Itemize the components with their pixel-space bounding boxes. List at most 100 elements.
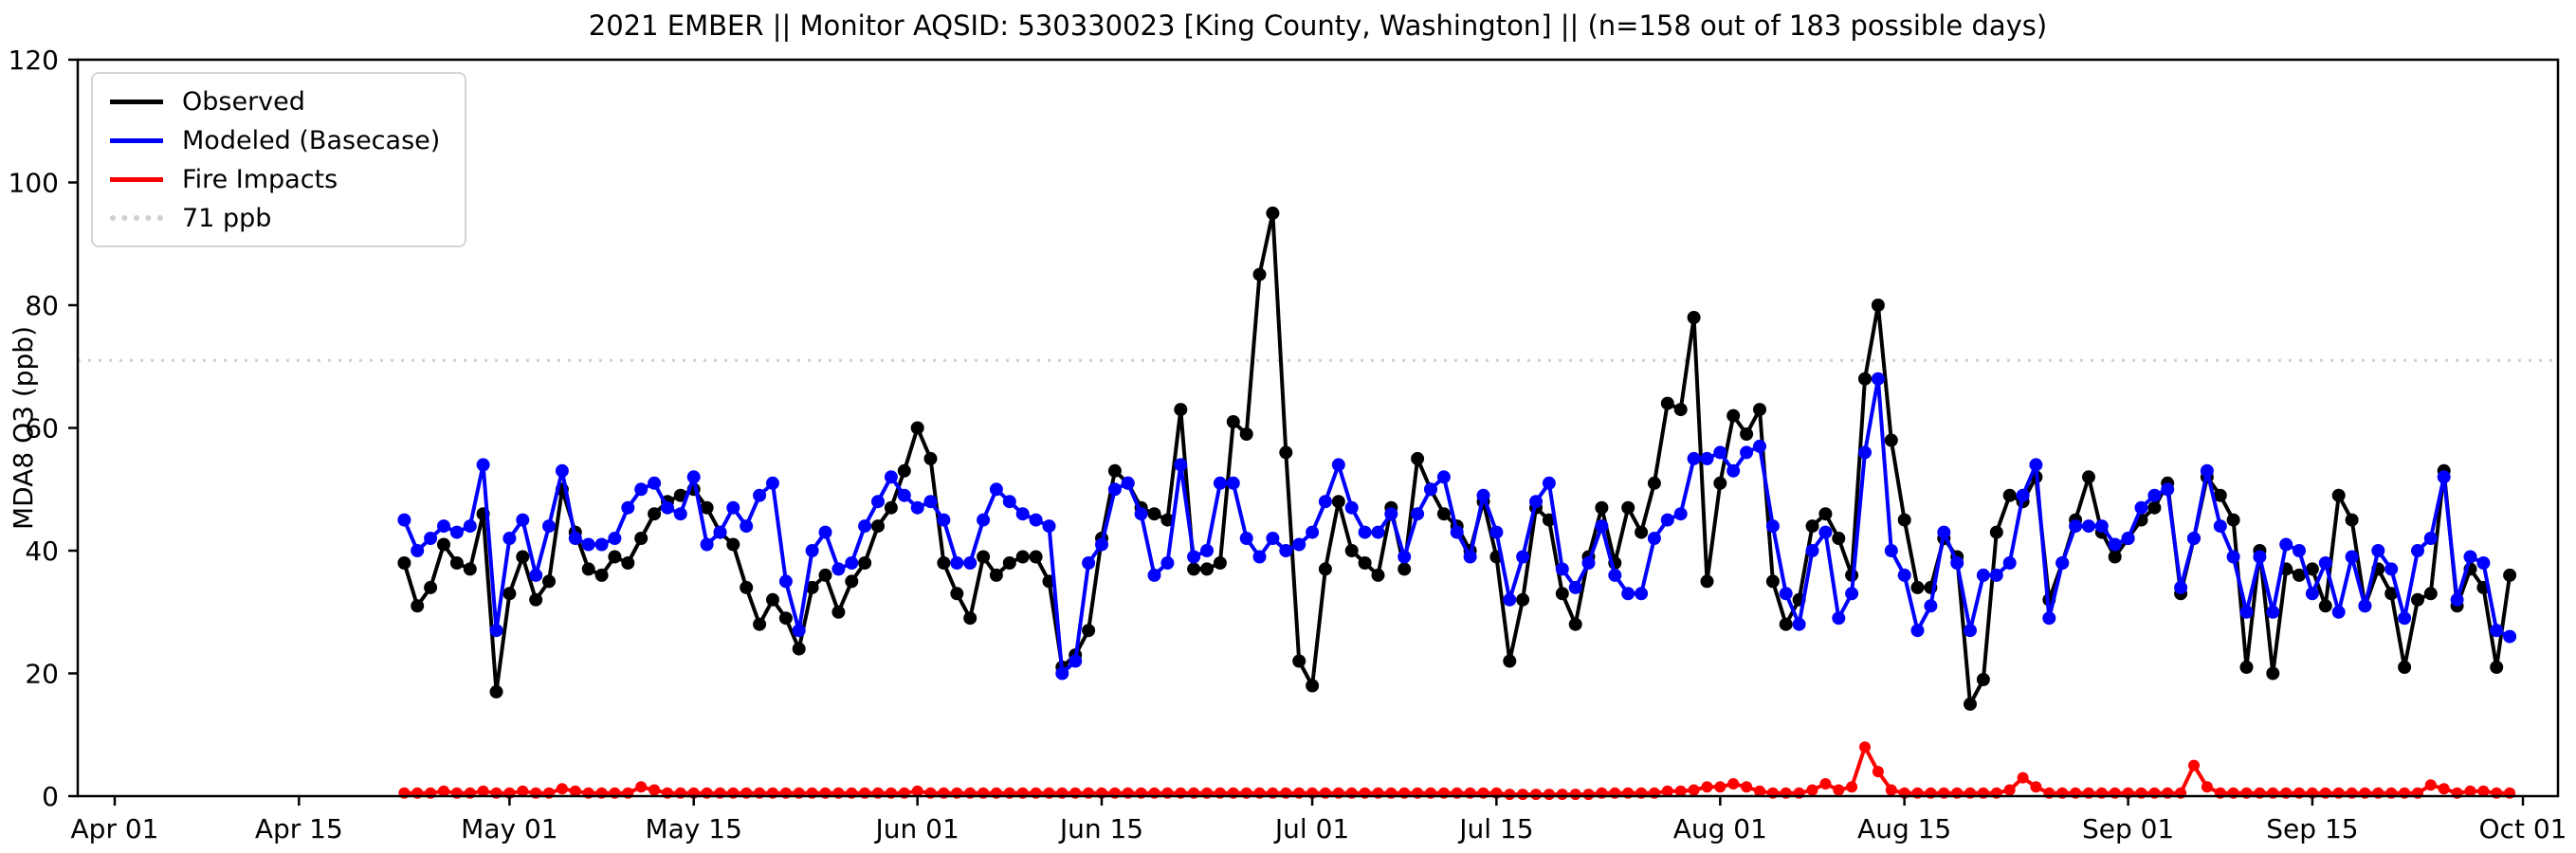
data-point-observed [2318, 599, 2332, 613]
data-point-modeled-basecase- [1187, 550, 1201, 564]
data-point-modeled-basecase- [555, 463, 569, 478]
y-tick-label: 100 [9, 168, 59, 199]
data-point-observed [502, 587, 517, 601]
data-point-observed [989, 568, 1003, 582]
data-point-modeled-basecase- [1055, 666, 1069, 681]
data-point-modeled-basecase- [397, 513, 411, 527]
data-point-observed [411, 599, 425, 613]
data-point-modeled-basecase- [1174, 458, 1188, 472]
data-point-observed [1897, 513, 1911, 527]
data-point-observed [977, 550, 991, 564]
data-point-modeled-basecase- [1687, 451, 1701, 465]
data-point-modeled-basecase- [2147, 488, 2162, 502]
data-point-modeled-basecase- [1805, 544, 1819, 557]
data-point-fire-impacts [1727, 778, 1740, 789]
data-point-modeled-basecase- [805, 544, 819, 557]
data-point-observed [1107, 463, 1122, 478]
data-point-observed [2423, 587, 2438, 601]
data-point-modeled-basecase- [1358, 525, 1372, 539]
data-point-modeled-basecase- [1581, 556, 1596, 570]
data-point-modeled-basecase- [1226, 476, 1240, 490]
data-point-observed [1306, 679, 1320, 693]
data-point-modeled-basecase- [2029, 458, 2043, 472]
data-point-observed [2345, 513, 2359, 527]
data-point-observed [1436, 507, 1451, 521]
data-point-modeled-basecase- [1700, 451, 1714, 465]
data-point-modeled-basecase- [1450, 525, 1464, 539]
data-point-observed [700, 500, 714, 515]
data-point-observed [1726, 408, 1741, 423]
data-point-modeled-basecase- [634, 482, 649, 497]
data-point-modeled-basecase- [2069, 519, 2083, 534]
data-point-modeled-basecase- [1331, 458, 1345, 472]
data-point-modeled-basecase- [2055, 556, 2070, 570]
data-point-observed [1964, 697, 1977, 711]
x-tick-label: Apr 01 [71, 813, 159, 844]
data-point-observed [1660, 396, 1674, 410]
data-point-modeled-basecase- [2226, 550, 2240, 564]
legend-item-modeled-basecase-: Modeled (Basecase) [110, 124, 440, 156]
data-point-modeled-basecase- [818, 525, 832, 539]
data-point-modeled-basecase- [1134, 507, 1148, 521]
data-point-observed [1871, 299, 1885, 312]
data-point-modeled-basecase- [661, 500, 674, 515]
data-point-modeled-basecase- [2042, 611, 2056, 626]
data-point-observed [1398, 562, 1412, 576]
data-point-fire-impacts [1688, 784, 1700, 796]
data-point-observed [1555, 587, 1569, 601]
x-tick-label: Jul 01 [1273, 813, 1349, 844]
data-point-modeled-basecase- [424, 532, 438, 545]
data-point-modeled-basecase- [871, 495, 885, 509]
x-tick-label: Oct 01 [2479, 813, 2567, 844]
data-point-modeled-basecase- [1647, 532, 1661, 545]
data-point-modeled-basecase- [2253, 550, 2267, 564]
data-point-observed [1740, 427, 1754, 441]
data-point-modeled-basecase- [726, 500, 740, 515]
data-point-modeled-basecase- [1608, 568, 1622, 582]
data-point-modeled-basecase- [2423, 532, 2438, 545]
data-point-fire-impacts [649, 784, 661, 796]
data-point-modeled-basecase- [1042, 519, 1056, 534]
chart-title: 2021 EMBER || Monitor AQSID: 530330023 [… [588, 9, 2048, 42]
data-point-fire-impacts [2188, 759, 2200, 771]
data-point-fire-impacts [2201, 781, 2213, 793]
data-point-fire-impacts [2017, 771, 2029, 784]
y-tick-label: 60 [25, 413, 59, 445]
data-point-observed [2147, 500, 2162, 515]
data-point-observed [740, 580, 754, 594]
data-point-observed [608, 550, 622, 564]
data-point-modeled-basecase- [621, 500, 635, 515]
data-point-modeled-basecase- [1411, 507, 1425, 521]
data-point-fire-impacts [635, 781, 648, 793]
data-point-observed [871, 519, 885, 534]
data-point-modeled-basecase- [1436, 470, 1451, 484]
x-tick-label: May 01 [461, 813, 557, 844]
data-point-modeled-basecase- [2161, 482, 2175, 497]
data-point-fire-impacts [438, 785, 449, 797]
data-point-modeled-basecase- [1292, 537, 1306, 552]
data-point-modeled-basecase- [2411, 544, 2424, 557]
data-point-modeled-basecase- [2398, 611, 2412, 626]
data-point-observed [1082, 624, 1096, 638]
data-point-modeled-basecase- [989, 482, 1003, 497]
data-point-modeled-basecase- [1937, 525, 1951, 539]
data-point-observed [542, 574, 556, 589]
data-point-modeled-basecase- [1924, 599, 1938, 613]
data-point-observed [424, 580, 438, 594]
data-point-modeled-basecase- [1160, 556, 1175, 570]
data-point-observed [594, 568, 609, 582]
data-point-observed [1976, 673, 1990, 686]
data-point-modeled-basecase- [1950, 556, 1964, 570]
data-point-modeled-basecase- [463, 519, 477, 534]
data-point-observed [963, 611, 977, 626]
legend-item-fire-impacts: Fire Impacts [110, 163, 440, 195]
x-tick-label: Sep 01 [2082, 813, 2174, 844]
data-point-modeled-basecase- [2266, 605, 2280, 619]
data-point-modeled-basecase- [1147, 568, 1161, 582]
data-point-modeled-basecase- [2476, 556, 2491, 570]
data-point-modeled-basecase- [713, 525, 727, 539]
data-point-modeled-basecase- [1344, 500, 1359, 515]
data-point-observed [1635, 525, 1649, 539]
data-point-observed [937, 556, 951, 570]
y-axis-label: MDA8 O3 (ppb) [8, 326, 39, 530]
